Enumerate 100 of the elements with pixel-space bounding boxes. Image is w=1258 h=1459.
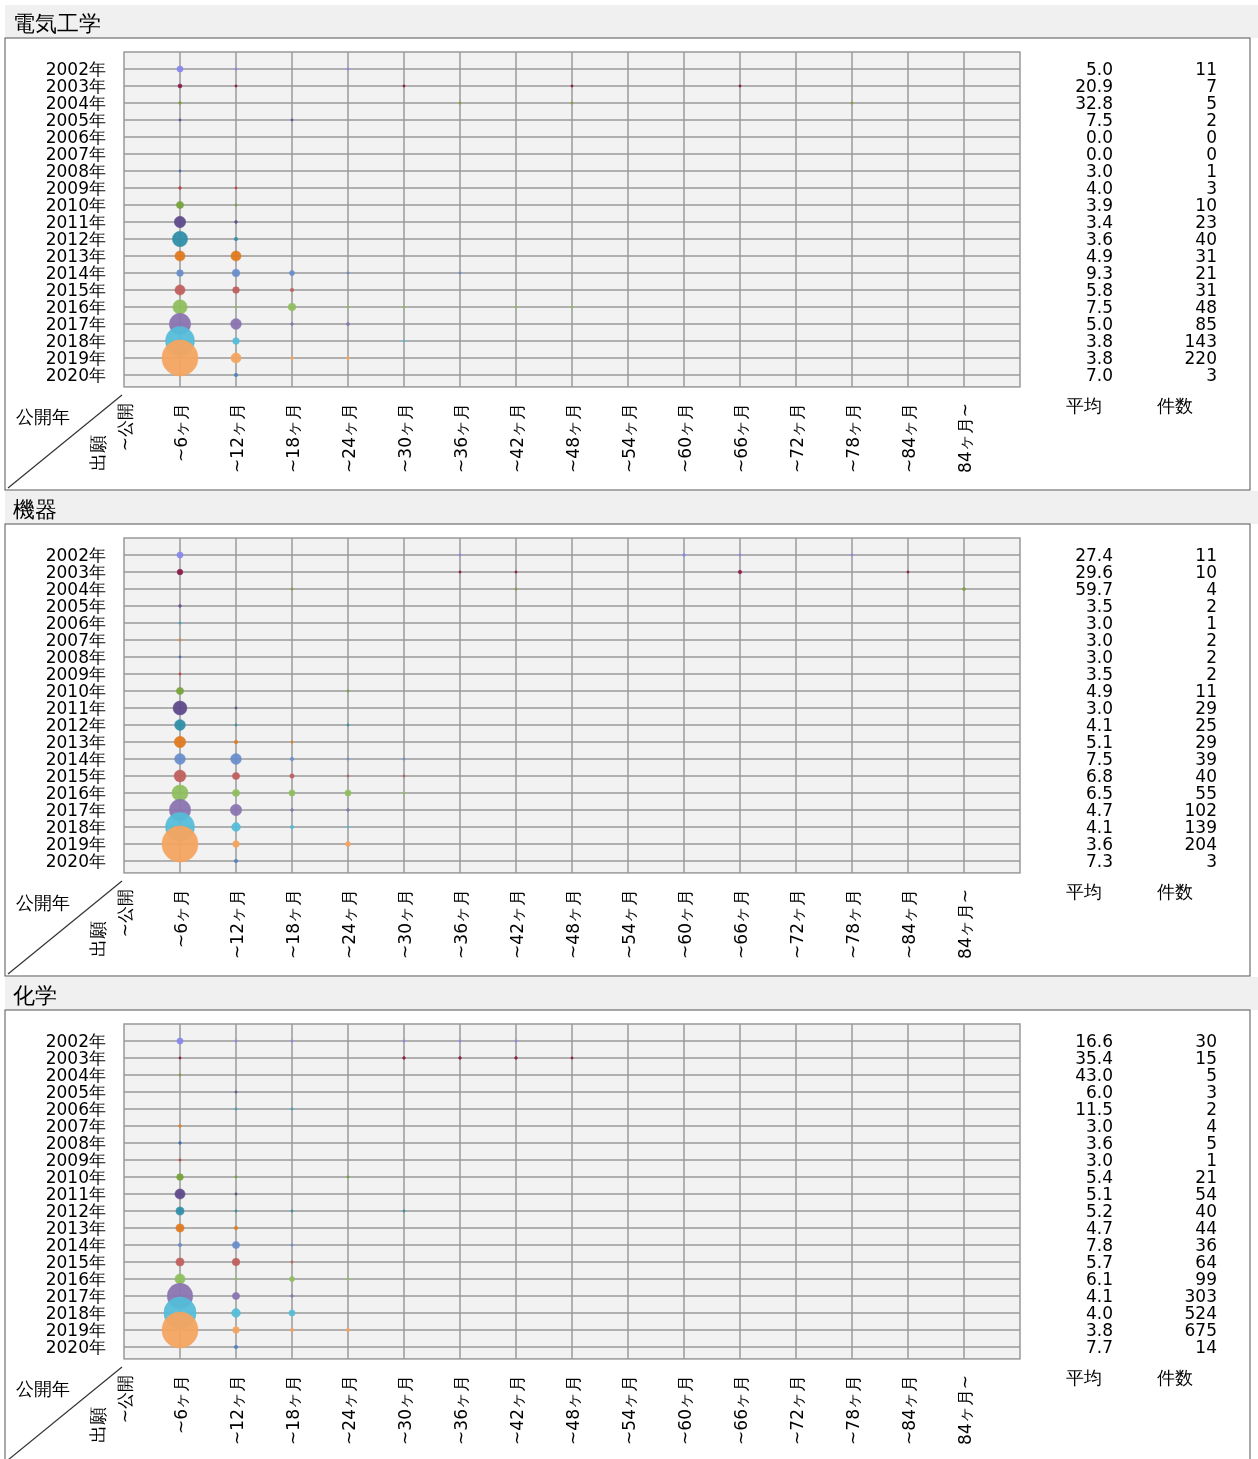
x-tick-label: ~78ヶ月: [843, 403, 863, 473]
text: 3.0: [1085, 1150, 1113, 1170]
text: 5.0: [1085, 314, 1113, 334]
text: 件数: [1157, 1367, 1193, 1388]
y-tick-label: 2014年: [45, 749, 106, 769]
text: 14: [1195, 1337, 1217, 1357]
x-tick-label: ~公開: [115, 889, 135, 938]
text: 出願: [87, 1407, 108, 1443]
text: 85: [1195, 314, 1217, 334]
text: 39: [1195, 749, 1217, 769]
text: 3: [1206, 1082, 1217, 1102]
text: 5.8: [1085, 280, 1113, 300]
text: 平均: [1066, 1367, 1102, 1388]
text: 7.8: [1085, 1235, 1113, 1255]
y-tick-label: 2010年: [45, 1167, 106, 1187]
y-tick-label: 2003年: [45, 1048, 106, 1068]
text: 36: [1195, 1235, 1217, 1255]
text: 6.0: [1085, 1082, 1113, 1102]
text: 55: [1195, 783, 1217, 803]
text: 3.8: [1085, 331, 1113, 351]
text: 4.1: [1085, 1286, 1113, 1306]
x-tick-label: ~30ヶ月: [395, 889, 415, 959]
text: 4.0: [1085, 178, 1113, 198]
y-tick-label: 2012年: [45, 229, 106, 249]
y-tick-label: 2004年: [45, 579, 106, 599]
text: 平均: [1066, 395, 1102, 416]
y-tick-label: 2016年: [45, 1269, 106, 1289]
y-tick-label: 2006年: [45, 613, 106, 633]
x-tick-label: ~36ヶ月: [451, 889, 471, 959]
text: 7.0: [1085, 365, 1113, 385]
text: 7.3: [1085, 851, 1113, 871]
text: 1: [1206, 1150, 1217, 1170]
y-tick-label: 2014年: [45, 263, 106, 283]
text: 3: [1206, 178, 1217, 198]
y-axis-title: 公開年: [16, 1378, 70, 1399]
text: 29: [1195, 732, 1217, 752]
y-tick-label: 2008年: [45, 647, 106, 667]
x-tick-label: ~60ヶ月: [675, 1375, 695, 1445]
x-tick-label: ~66ヶ月: [731, 1375, 751, 1445]
x-tick-label: 84ヶ月~: [955, 403, 975, 473]
text: 2: [1206, 630, 1217, 650]
x-tick-label: ~78ヶ月: [843, 889, 863, 959]
text: 11: [1195, 681, 1217, 701]
text: 31: [1195, 280, 1217, 300]
text: 23: [1195, 212, 1217, 232]
text: 4.0: [1085, 1303, 1113, 1323]
y-tick-label: 2009年: [45, 178, 106, 198]
chart-title: 機器: [13, 497, 57, 522]
text: 303: [1184, 1286, 1217, 1306]
x-tick-label: ~24ヶ月: [339, 403, 359, 473]
y-tick-label: 2009年: [45, 664, 106, 684]
text: 平均: [1066, 881, 1102, 902]
y-tick-label: 2017年: [45, 314, 106, 334]
x-tick-label: ~18ヶ月: [283, 889, 303, 959]
y-tick-label: 2020年: [45, 365, 106, 385]
y-tick-label: 2002年: [45, 1031, 106, 1051]
y-tick-label: 2002年: [45, 545, 106, 565]
text: 7.5: [1085, 110, 1113, 130]
y-tick-label: 2004年: [45, 1065, 106, 1085]
text: 44: [1195, 1218, 1217, 1238]
y-tick-label: 2014年: [45, 1235, 106, 1255]
text: 6.1: [1085, 1269, 1113, 1289]
x-tick-label: 84ヶ月~: [955, 889, 975, 959]
text: 3.0: [1085, 1116, 1113, 1136]
text: 5.4: [1085, 1167, 1113, 1187]
y-axis-title: 公開年: [16, 892, 70, 913]
text: 3.0: [1085, 647, 1113, 667]
text: 3.6: [1085, 1133, 1113, 1153]
text: 5.7: [1085, 1252, 1113, 1272]
text: 3.0: [1085, 613, 1113, 633]
x-tick-label: ~公開: [115, 1375, 135, 1424]
y-tick-label: 2019年: [45, 834, 106, 854]
text: 3: [1206, 851, 1217, 871]
text: 59.7: [1075, 579, 1113, 599]
text: 4.1: [1085, 715, 1113, 735]
x-tick-label: ~66ヶ月: [731, 889, 751, 959]
x-tick-label: ~24ヶ月: [339, 1375, 359, 1445]
y-tick-label: 2020年: [45, 1337, 106, 1357]
text: 139: [1184, 817, 1217, 837]
text: 25: [1195, 715, 1217, 735]
text: 3.0: [1085, 698, 1113, 718]
text: 30: [1195, 1031, 1217, 1051]
x-tick-label: ~12ヶ月: [227, 1375, 247, 1445]
x-tick-label: ~66ヶ月: [731, 403, 751, 473]
text: 54: [1195, 1184, 1217, 1204]
text: 7: [1206, 76, 1217, 96]
x-tick-label: ~48ヶ月: [563, 1375, 583, 1445]
text: 10: [1195, 195, 1217, 215]
y-axis-title: 公開年: [16, 406, 70, 427]
text: 4.1: [1085, 817, 1113, 837]
text: 1: [1206, 161, 1217, 181]
y-tick-label: 2017年: [45, 800, 106, 820]
x-tick-label: ~18ヶ月: [283, 403, 303, 473]
text: 40: [1195, 1201, 1217, 1221]
text: 0: [1206, 144, 1217, 164]
text: 3.9: [1085, 195, 1113, 215]
text: 5: [1206, 1065, 1217, 1085]
y-tick-label: 2015年: [45, 1252, 106, 1272]
text: 0.0: [1085, 127, 1113, 147]
y-tick-label: 2009年: [45, 1150, 106, 1170]
